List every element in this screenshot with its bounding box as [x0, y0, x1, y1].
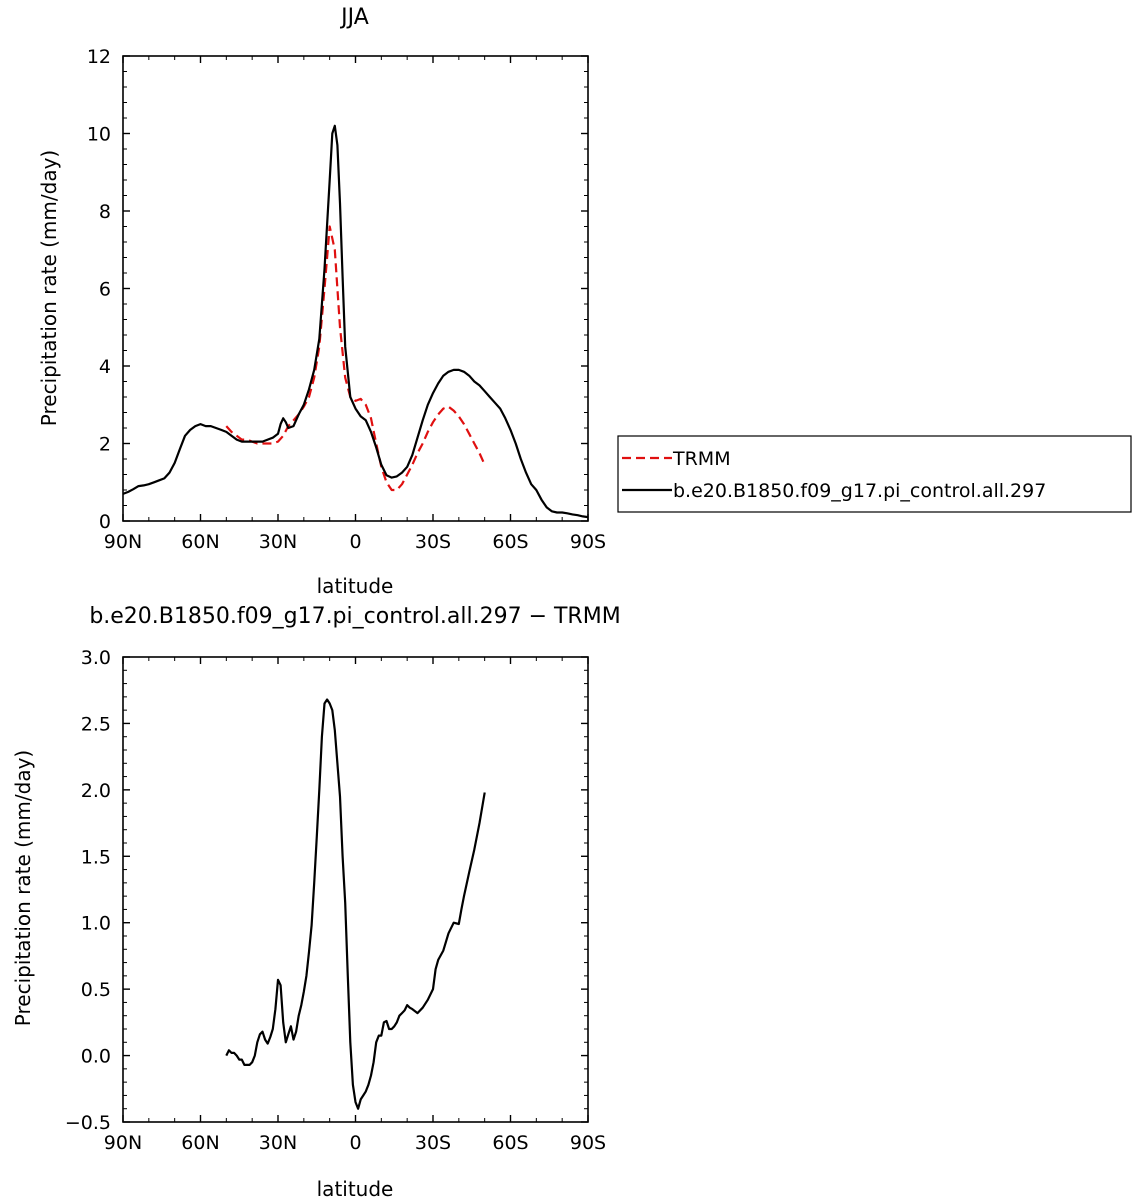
- x-tick-label: 30N: [259, 1132, 297, 1154]
- x-tick-label: 30S: [415, 1132, 451, 1154]
- plot-frame: [122, 656, 589, 1123]
- x-tick-label: 30N: [259, 531, 297, 553]
- y-tick-label: 12: [87, 46, 111, 68]
- x-tick-label: 0: [349, 1132, 361, 1154]
- y-tick-label: 1.0: [81, 913, 111, 935]
- y-tick-label: 6: [99, 279, 111, 301]
- x-tick-label: 30S: [415, 531, 451, 553]
- legend: TRMM b.e20.B1850.f09_g17.pi_control.all.…: [617, 435, 1132, 513]
- panel-precip-jja: JJA 0 2 4 6 8 10 12 90N 60N 30N 0 30S 60S 90S Precip…: [37, 5, 1132, 598]
- x-tick-labels: 90N 60N 30N 0 30S 60S 90S: [104, 531, 606, 553]
- y-axis-label: Precipitation rate (mm/day): [11, 750, 35, 1026]
- x-tick-label: 90N: [104, 1132, 142, 1154]
- tick-marks: [122, 656, 589, 1123]
- y-tick-label: 10: [87, 124, 111, 146]
- chart-title: b.e20.B1850.f09_g17.pi_control.all.297 −…: [89, 604, 620, 629]
- chart-title: JJA: [339, 5, 369, 30]
- x-tick-label: 60N: [181, 531, 219, 553]
- series-line-b: [122, 124, 589, 519]
- y-tick-label: 1.5: [81, 846, 111, 868]
- series-group: [225, 698, 486, 1110]
- x-axis-label: latitude: [317, 574, 394, 598]
- legend-label-trmm: TRMM: [672, 448, 731, 470]
- x-tick-labels: 90N 60N 30N 0 30S 60S 90S: [104, 1132, 606, 1154]
- series-line-1: [225, 698, 486, 1110]
- x-tick-label: 0: [349, 531, 361, 553]
- y-tick-label: 2.5: [81, 713, 111, 735]
- y-tick-label: 3.0: [81, 647, 111, 669]
- legend-label-model: b.e20.B1850.f09_g17.pi_control.all.297: [673, 480, 1046, 502]
- y-tick-label: 4: [99, 356, 111, 378]
- y-tick-label: 2.0: [81, 780, 111, 802]
- x-tick-label: 60S: [492, 531, 528, 553]
- y-tick-label: 0.0: [81, 1046, 111, 1068]
- y-tick-labels: 0 2 4 6 8 10 12: [87, 46, 111, 533]
- series-group: [122, 124, 589, 519]
- series-line-trmm: [225, 225, 486, 492]
- x-tick-label: 90S: [570, 1132, 606, 1154]
- y-tick-labels: −0.5 0.0 0.5 1.0 1.5 2.0 2.5 3.0: [65, 647, 111, 1134]
- x-tick-label: 60N: [181, 1132, 219, 1154]
- y-axis-label: Precipitation rate (mm/day): [37, 150, 61, 426]
- y-tick-label: 2: [99, 434, 111, 456]
- y-tick-label: 0.5: [81, 979, 111, 1001]
- y-tick-label: −0.5: [65, 1112, 111, 1134]
- x-tick-label: 90S: [570, 531, 606, 553]
- panel-precip-difference: b.e20.B1850.f09_g17.pi_control.all.297 −…: [11, 604, 621, 1201]
- x-tick-label: 60S: [492, 1132, 528, 1154]
- y-tick-label: 0: [99, 511, 111, 533]
- y-tick-label: 8: [99, 201, 111, 223]
- legend-box: [617, 435, 1132, 513]
- plot-frame: [122, 55, 589, 522]
- x-tick-label: 90N: [104, 531, 142, 553]
- x-axis-label: latitude: [317, 1177, 394, 1201]
